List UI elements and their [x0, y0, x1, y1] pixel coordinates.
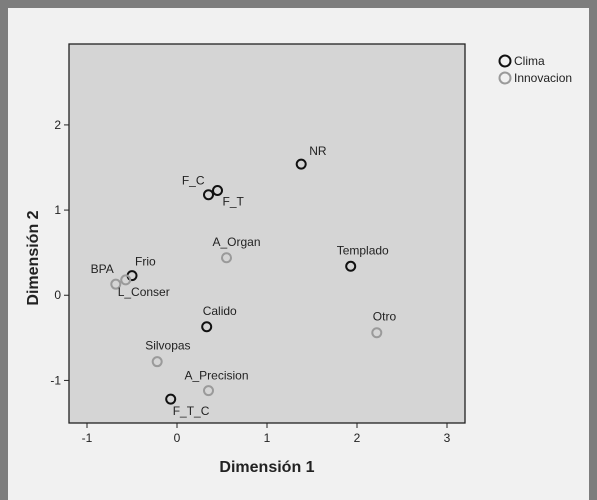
point-label-silvopas: Silvopas	[145, 339, 190, 353]
y-tick-label: 1	[54, 203, 61, 217]
point-label-f-t-c: F_T_C	[173, 404, 210, 418]
x-tick-label: 2	[354, 431, 361, 445]
point-silvopas	[151, 356, 163, 368]
y-axis-title: Dimensión 2	[25, 210, 42, 305]
legend-label-clima: Clima	[514, 54, 545, 68]
point-templado	[345, 260, 357, 272]
point-calido	[201, 321, 213, 333]
point-label-calido: Calido	[203, 304, 237, 318]
point-label-f-c: F_C	[182, 174, 205, 188]
data-points	[110, 158, 383, 405]
point-nr	[295, 158, 307, 170]
point-label-a-organ: A_Organ	[213, 235, 261, 249]
y-tick-label: -1	[50, 373, 61, 387]
legend-marker-innovacion	[498, 71, 512, 85]
legend: Clima Innovacion	[498, 54, 572, 85]
point-label-otro: Otro	[373, 310, 397, 324]
point-f-t-c	[165, 393, 177, 405]
point-label-f-t: F_T	[223, 194, 245, 208]
point-otro	[371, 327, 383, 339]
x-axis-title: Dimensión 1	[219, 459, 314, 476]
legend-marker-clima	[498, 54, 512, 68]
point-a-precision	[203, 385, 214, 397]
point-label-l-conser: L_Conser	[118, 285, 170, 299]
point-label-templado: Templado	[337, 243, 389, 257]
y-tick-label: 2	[54, 118, 61, 132]
point-l-conser	[120, 274, 132, 286]
x-tick-label: 1	[264, 431, 271, 445]
x-tick-label: 3	[444, 431, 451, 445]
x-tick-label: -1	[82, 431, 93, 445]
point-f-c	[203, 189, 214, 201]
y-tick-label: 0	[54, 288, 61, 302]
point-labels: NR F_C F_T Templado Frio Calido F_T_C A_Organ BP…	[91, 144, 397, 418]
plot-area	[68, 43, 466, 424]
point-bpa	[110, 278, 122, 290]
point-label-bpa: BPA	[91, 262, 114, 276]
point-label-frio: Frio	[135, 255, 156, 269]
x-tick-label: 0	[174, 431, 181, 445]
point-label-nr: NR	[309, 144, 327, 158]
point-f-t	[212, 184, 223, 196]
point-label-a-precision: A_Precision	[185, 369, 249, 383]
legend-label-innovacion: Innovacion	[514, 71, 572, 85]
point-a-organ	[221, 252, 232, 264]
axis-ticks: -1 0 1 2 3 -1 0 1 2	[50, 118, 450, 445]
